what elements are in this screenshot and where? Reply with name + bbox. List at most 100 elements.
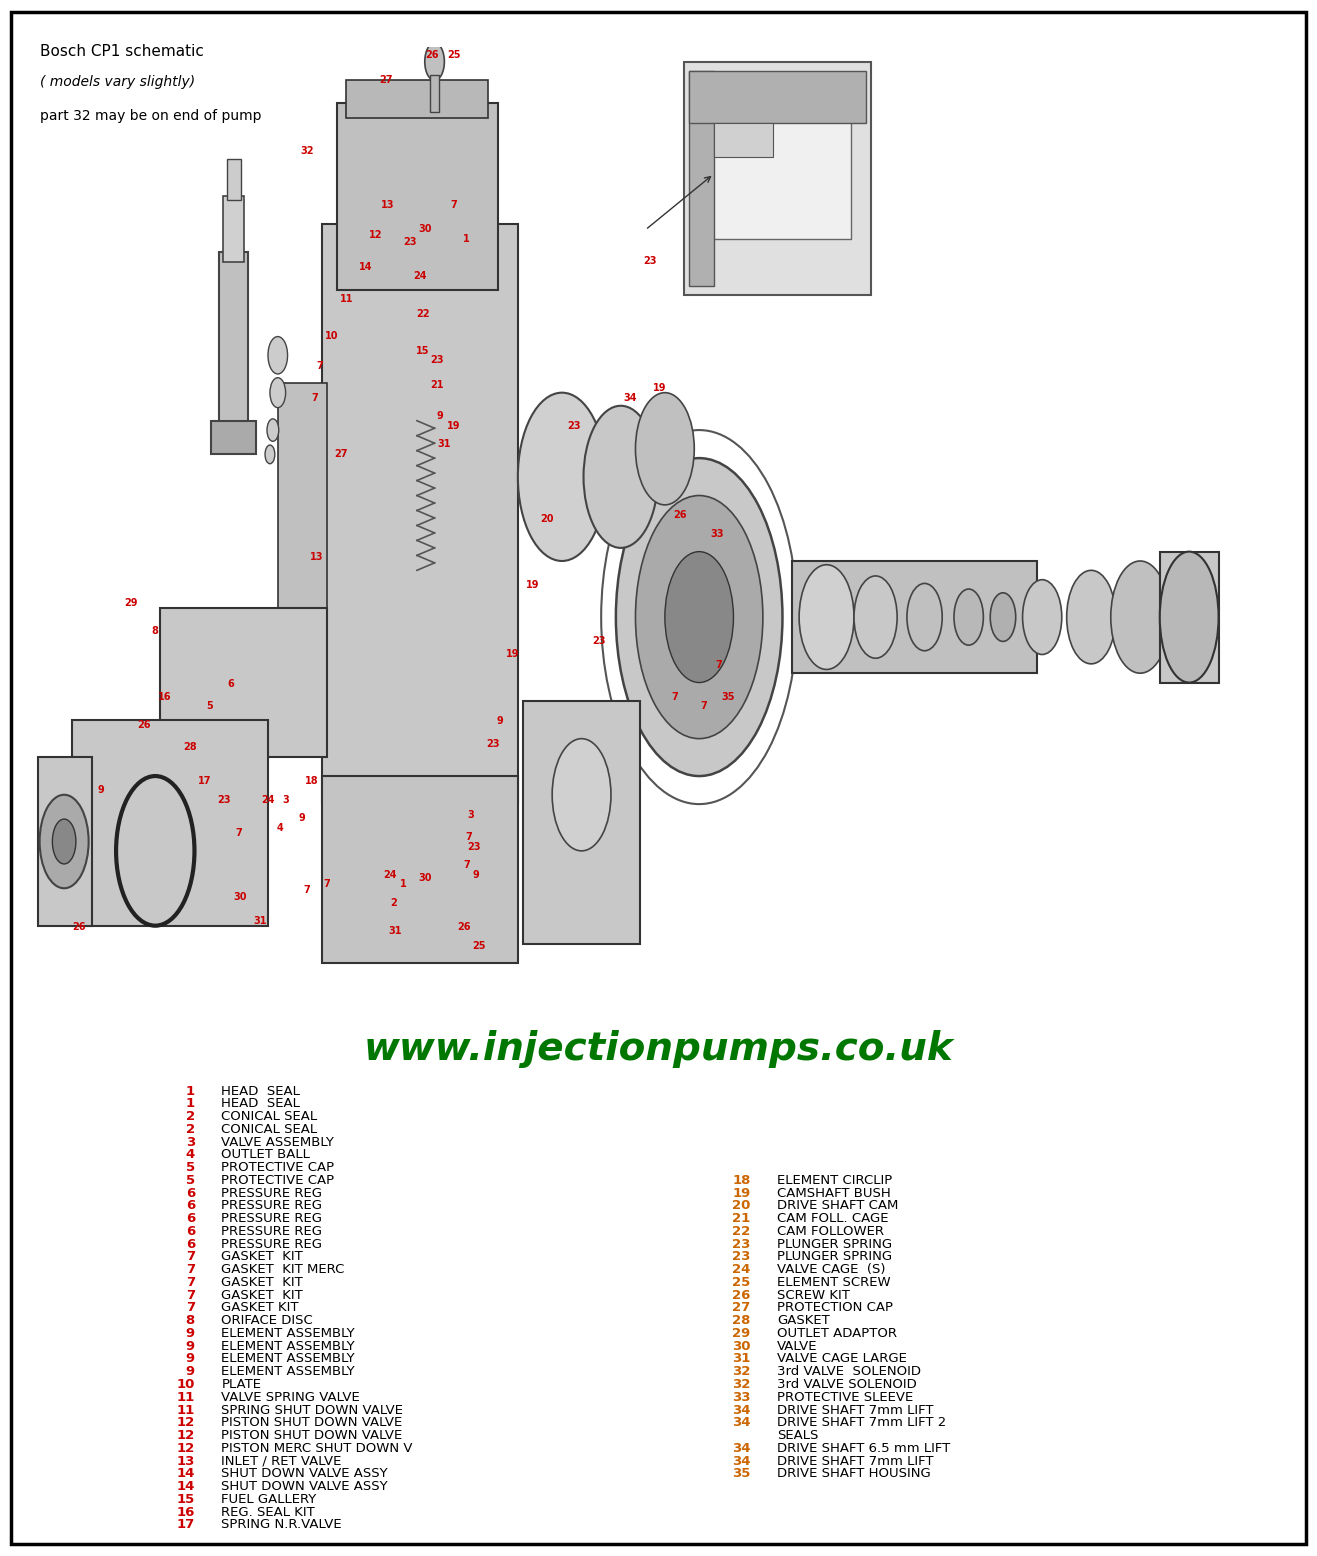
Text: GASKET KIT: GASKET KIT (221, 1301, 299, 1315)
Text: SHUT DOWN VALVE ASSY: SHUT DOWN VALVE ASSY (221, 1480, 389, 1494)
Text: 7: 7 (186, 1288, 195, 1302)
FancyBboxPatch shape (793, 562, 1038, 674)
Text: DRIVE SHAFT 7mm LIFT: DRIVE SHAFT 7mm LIFT (777, 1455, 934, 1467)
Text: 3rd VALVE SOLENOID: 3rd VALVE SOLENOID (777, 1379, 917, 1391)
Text: 19: 19 (653, 383, 666, 394)
Text: 13: 13 (311, 552, 324, 562)
Text: 23: 23 (403, 238, 416, 247)
Text: 29: 29 (732, 1327, 751, 1340)
FancyBboxPatch shape (346, 81, 489, 118)
Circle shape (636, 495, 763, 739)
Text: 7: 7 (236, 828, 242, 839)
Text: 12: 12 (176, 1428, 195, 1442)
Text: 3: 3 (186, 1136, 195, 1148)
Circle shape (518, 392, 606, 562)
Circle shape (53, 818, 76, 864)
Text: OUTLET BALL: OUTLET BALL (221, 1148, 309, 1161)
Text: 9: 9 (97, 786, 105, 795)
FancyBboxPatch shape (211, 420, 257, 454)
Text: 31: 31 (437, 439, 452, 450)
Text: 26: 26 (137, 720, 150, 730)
Text: ORIFACE DISC: ORIFACE DISC (221, 1315, 313, 1327)
Text: 7: 7 (186, 1301, 195, 1315)
Text: 32: 32 (732, 1379, 751, 1391)
Text: GASKET  KIT: GASKET KIT (221, 1288, 303, 1302)
Text: 4: 4 (277, 823, 283, 832)
Text: PROTECTIVE CAP: PROTECTIVE CAP (221, 1173, 335, 1187)
Text: 33: 33 (732, 1391, 751, 1404)
Text: 7: 7 (316, 361, 323, 370)
Text: 5: 5 (205, 702, 212, 711)
Text: 24: 24 (383, 870, 398, 879)
Text: 13: 13 (176, 1455, 195, 1467)
FancyBboxPatch shape (72, 720, 267, 926)
Text: 2: 2 (186, 1123, 195, 1136)
Text: VALVE CAGE  (S): VALVE CAGE (S) (777, 1263, 885, 1276)
FancyBboxPatch shape (705, 100, 851, 240)
Text: CONICAL SEAL: CONICAL SEAL (221, 1123, 317, 1136)
Text: 32: 32 (732, 1365, 751, 1379)
Text: 35: 35 (722, 692, 735, 702)
Text: CAM FOLL. CAGE: CAM FOLL. CAGE (777, 1212, 889, 1225)
Text: 17: 17 (176, 1519, 195, 1531)
Text: 15: 15 (416, 345, 429, 356)
Text: SPRING N.R.VALVE: SPRING N.R.VALVE (221, 1519, 342, 1531)
Text: 34: 34 (732, 1442, 751, 1455)
Text: 9: 9 (436, 411, 443, 422)
FancyBboxPatch shape (689, 72, 865, 123)
Text: 26: 26 (732, 1288, 751, 1302)
Text: 23: 23 (644, 257, 657, 266)
Text: 7: 7 (304, 884, 311, 895)
Text: CAM FOLLOWER: CAM FOLLOWER (777, 1225, 884, 1239)
Text: SPRING SHUT DOWN VALVE: SPRING SHUT DOWN VALVE (221, 1404, 403, 1416)
Text: 19: 19 (506, 649, 520, 658)
Text: SHUT DOWN VALVE ASSY: SHUT DOWN VALVE ASSY (221, 1467, 389, 1480)
Text: VALVE: VALVE (777, 1340, 818, 1352)
Text: 32: 32 (300, 146, 313, 156)
Text: VALVE ASSEMBLY: VALVE ASSEMBLY (221, 1136, 335, 1148)
Text: 6: 6 (186, 1237, 195, 1251)
Text: PLUNGER SPRING: PLUNGER SPRING (777, 1237, 892, 1251)
Text: 11: 11 (176, 1391, 195, 1404)
Text: GASKET  KIT: GASKET KIT (221, 1276, 303, 1288)
Text: 1: 1 (400, 879, 407, 888)
Text: 27: 27 (335, 448, 348, 459)
Circle shape (425, 44, 444, 81)
Text: VALVE SPRING VALVE: VALVE SPRING VALVE (221, 1391, 360, 1404)
Text: 6: 6 (186, 1200, 195, 1212)
Text: PLATE: PLATE (221, 1379, 261, 1391)
Text: 34: 34 (732, 1416, 751, 1430)
Text: 6: 6 (186, 1212, 195, 1225)
Text: 30: 30 (417, 873, 432, 884)
Text: 29: 29 (124, 599, 137, 608)
Text: 30: 30 (234, 892, 248, 902)
Text: 26: 26 (673, 510, 686, 521)
Text: 24: 24 (414, 271, 427, 282)
FancyBboxPatch shape (429, 75, 440, 112)
Text: 18: 18 (732, 1173, 751, 1187)
Text: 7: 7 (186, 1251, 195, 1263)
FancyBboxPatch shape (685, 62, 871, 296)
Text: 31: 31 (253, 916, 267, 926)
Text: 7: 7 (324, 879, 331, 888)
Text: 19: 19 (525, 580, 540, 590)
FancyBboxPatch shape (321, 776, 518, 963)
Text: 14: 14 (176, 1467, 195, 1480)
Circle shape (1022, 580, 1062, 655)
Text: 7: 7 (186, 1276, 195, 1288)
FancyBboxPatch shape (1160, 552, 1218, 683)
Text: PLUNGER SPRING: PLUNGER SPRING (777, 1251, 892, 1263)
Text: 34: 34 (624, 392, 637, 403)
Ellipse shape (1160, 552, 1218, 683)
Text: 9: 9 (186, 1365, 195, 1379)
Text: PISTON SHUT DOWN VALVE: PISTON SHUT DOWN VALVE (221, 1416, 403, 1430)
Circle shape (954, 590, 984, 646)
Text: 1: 1 (462, 233, 469, 244)
Text: 23: 23 (468, 842, 481, 851)
Text: 31: 31 (732, 1352, 751, 1366)
Text: 9: 9 (186, 1327, 195, 1340)
Text: 7: 7 (672, 692, 678, 702)
FancyBboxPatch shape (161, 608, 327, 758)
Text: www.injectionpumps.co.uk: www.injectionpumps.co.uk (363, 1030, 954, 1067)
Text: 9: 9 (186, 1352, 195, 1366)
